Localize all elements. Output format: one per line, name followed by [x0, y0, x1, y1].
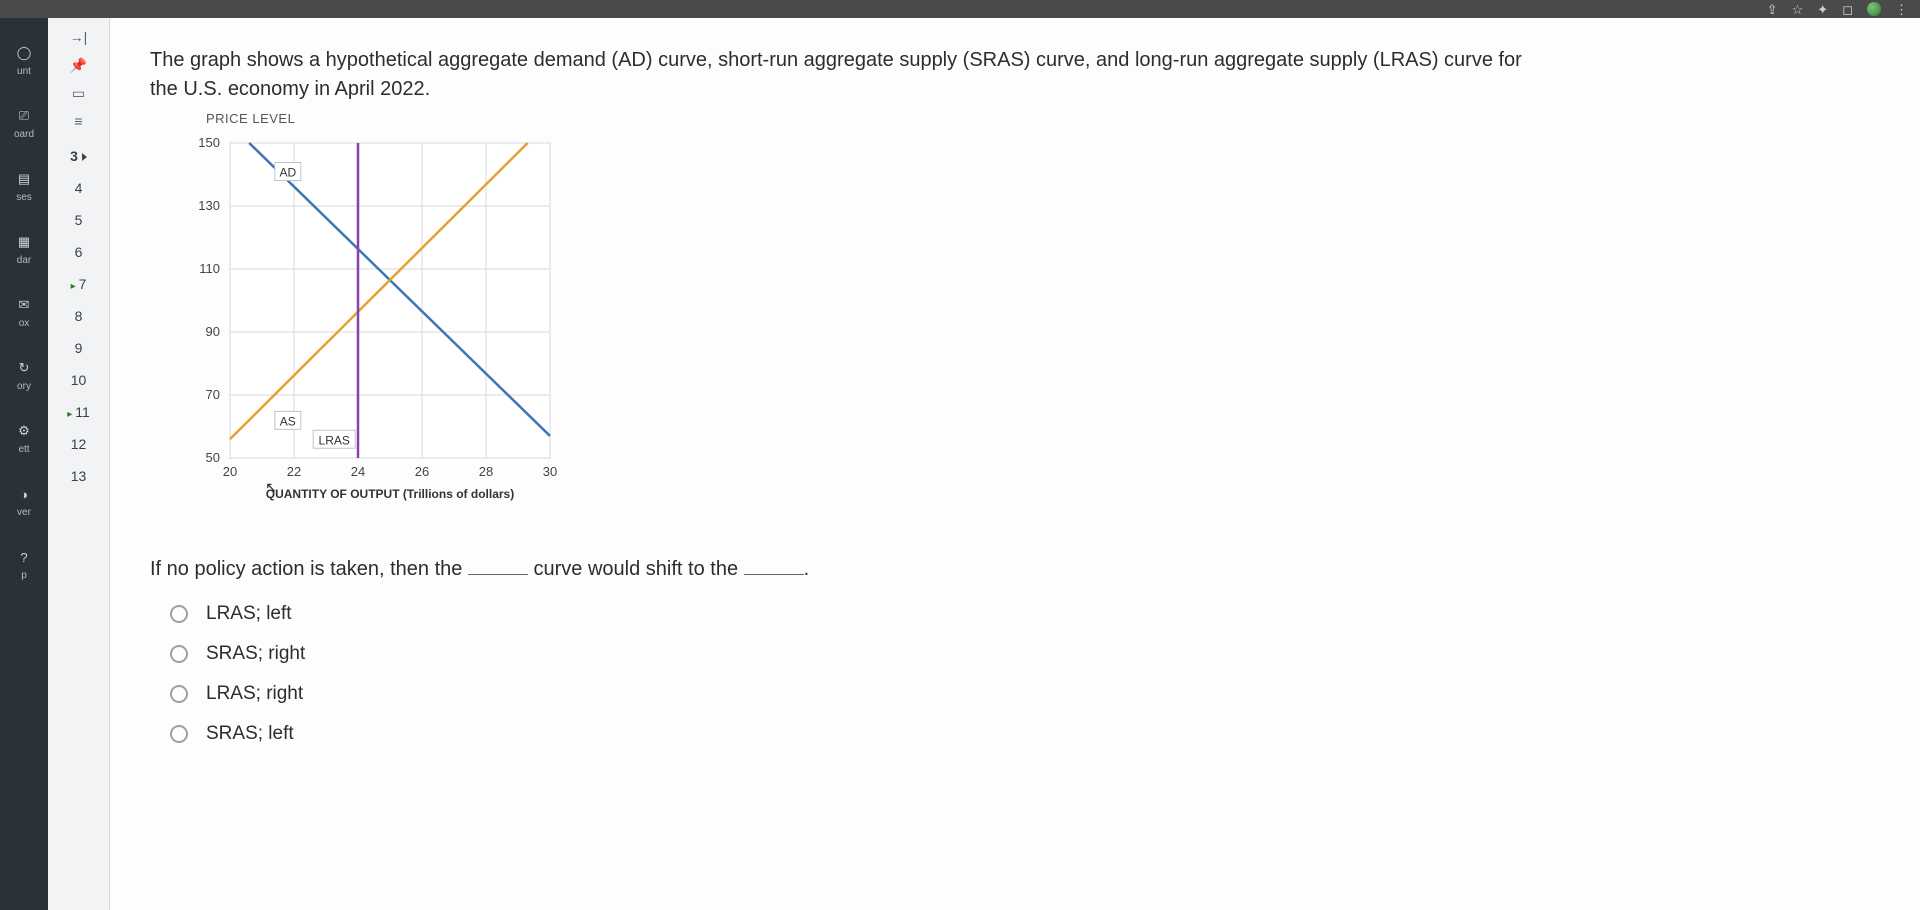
star-icon[interactable]: ☆: [1792, 3, 1804, 16]
y-tick-label: 90: [206, 324, 220, 339]
blank-2: [744, 557, 804, 575]
prompt-after: .: [804, 558, 810, 580]
radio-icon: [170, 605, 188, 623]
answer-option-label: LRAS; right: [206, 683, 303, 705]
y-axis-title-inline: PRICE LEVEL: [206, 110, 1530, 129]
nav-item-account[interactable]: ◯ unt: [13, 42, 35, 77]
answer-option[interactable]: LRAS; left: [170, 603, 1880, 625]
nav-rail: ◯ unt ⎚ oard ▤ ses ▦ dar ✉ ox ↻ ory ⚙ et…: [0, 18, 48, 910]
extensions-icon[interactable]: ✦: [1817, 3, 1828, 16]
nav-item-courses[interactable]: ▤ ses: [13, 168, 35, 203]
answer-option-label: SRAS; right: [206, 643, 305, 665]
slide-icon[interactable]: ▭: [70, 84, 88, 102]
chart-svg: 20 22 24 26 28 30 50 70 90 110 130 150 AD AS LRAS QUANT…: [160, 133, 560, 533]
y-tick-label: 110: [199, 261, 220, 276]
prompt-mid: curve would shift to the: [528, 558, 744, 580]
calendar-icon: ▦: [13, 231, 35, 253]
nav-label: oard: [14, 129, 34, 140]
nav-label: dar: [17, 255, 31, 266]
chart-region: 20 22 24 26 28 30 50 70 90 110 130 150 AD AS LRAS QUANT…: [160, 133, 1880, 539]
question-index-item[interactable]: 4: [67, 172, 90, 204]
collapse-icon[interactable]: →|: [70, 28, 88, 46]
courses-icon: ▤: [13, 168, 35, 190]
answer-option[interactable]: SRAS; left: [170, 723, 1880, 745]
question-content: The graph shows a hypothetical aggregate…: [110, 18, 1920, 910]
nav-item-discover[interactable]: ◑ ver: [13, 483, 35, 518]
x-tick-label: 28: [479, 464, 493, 479]
radio-icon: [170, 685, 188, 703]
question-index: →| 📌 ▭ ≡ 345678910111213: [48, 18, 110, 910]
x-tick-label: 22: [287, 464, 301, 479]
menu-icon[interactable]: ⋮: [1895, 3, 1908, 16]
y-tick-label: 50: [206, 450, 220, 465]
series-label: AD: [279, 165, 296, 179]
nav-label: unt: [17, 66, 31, 77]
plot-area: [230, 143, 550, 458]
question-prompt: If no policy action is taken, then the c…: [150, 557, 1880, 581]
nav-item-help[interactable]: ? p: [13, 546, 35, 581]
nav-label: ory: [17, 381, 31, 392]
nav-item-calendar[interactable]: ▦ dar: [13, 231, 35, 266]
history-icon: ↻: [13, 357, 35, 379]
answer-options: LRAS; left SRAS; right LRAS; right SRAS; le…: [170, 603, 1880, 745]
nav-item-dashboard[interactable]: ⎚ oard: [13, 105, 35, 140]
nav-label: p: [21, 570, 27, 581]
share-icon[interactable]: ⇪: [1767, 3, 1778, 16]
nav-item-inbox[interactable]: ✉ ox: [13, 294, 35, 329]
account-icon: ◯: [13, 42, 35, 64]
x-tick-label: 30: [543, 464, 557, 479]
question-index-item[interactable]: 3: [67, 140, 90, 172]
cursor-icon: ↖: [265, 479, 277, 495]
nav-label: ett: [18, 444, 29, 455]
avatar[interactable]: [1867, 2, 1881, 16]
question-index-item[interactable]: 7: [67, 268, 90, 300]
pin-icon[interactable]: 📌: [70, 56, 88, 74]
answer-option[interactable]: SRAS; right: [170, 643, 1880, 665]
x-tick-label: 26: [415, 464, 429, 479]
gear-icon: ⚙: [13, 420, 35, 442]
help-icon: ?: [13, 546, 35, 568]
question-index-item[interactable]: 10: [67, 364, 90, 396]
y-tick-label: 150: [198, 135, 220, 150]
question-index-item[interactable]: 12: [67, 428, 90, 460]
answer-option-label: SRAS; left: [206, 723, 294, 745]
radio-icon: [170, 725, 188, 743]
blank-1: [468, 557, 528, 575]
nav-label: ses: [16, 192, 32, 203]
window-icon[interactable]: ◻: [1842, 3, 1853, 16]
nav-label: ox: [19, 318, 30, 329]
question-index-item[interactable]: 8: [67, 300, 90, 332]
x-tick-label: 24: [351, 464, 365, 479]
question-index-item[interactable]: 13: [67, 460, 90, 492]
x-axis-label: QUANTITY OF OUTPUT (Trillions of dollars…: [266, 487, 514, 501]
browser-chrome: ⇪ ☆ ✦ ◻ ⋮: [0, 0, 1920, 18]
dashboard-icon: ⎚: [13, 105, 35, 127]
y-tick-label: 70: [206, 387, 220, 402]
question-index-item[interactable]: 5: [67, 204, 90, 236]
series-label: LRAS: [319, 433, 350, 447]
answer-option-label: LRAS; left: [206, 603, 292, 625]
discover-icon: ◑: [13, 483, 35, 505]
nav-label: ver: [17, 507, 31, 518]
list-icon[interactable]: ≡: [70, 112, 88, 130]
question-index-item[interactable]: 6: [67, 236, 90, 268]
series-label: AS: [280, 414, 296, 428]
inbox-icon: ✉: [13, 294, 35, 316]
prompt-before: If no policy action is taken, then the: [150, 558, 468, 580]
y-tick-label: 130: [198, 198, 220, 213]
question-intro: The graph shows a hypothetical aggregate…: [150, 49, 1522, 100]
nav-item-history[interactable]: ↻ ory: [13, 357, 35, 392]
question-index-item[interactable]: 9: [67, 332, 90, 364]
answer-option[interactable]: LRAS; right: [170, 683, 1880, 705]
nav-item-settings[interactable]: ⚙ ett: [13, 420, 35, 455]
question-index-item[interactable]: 11: [67, 396, 90, 428]
x-tick-label: 20: [223, 464, 237, 479]
radio-icon: [170, 645, 188, 663]
